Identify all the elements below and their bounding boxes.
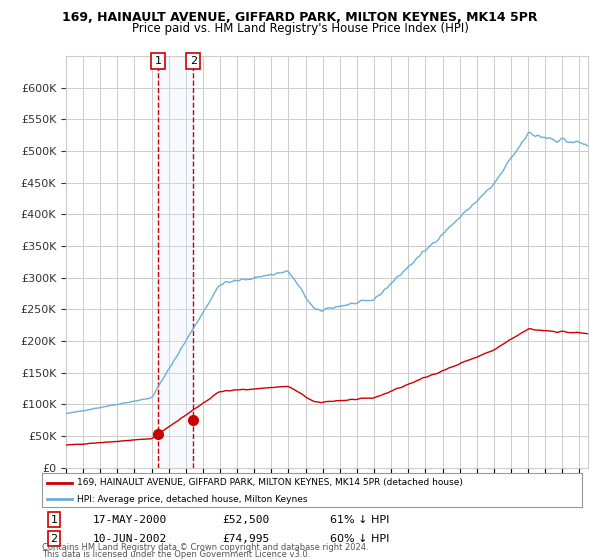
Text: 1: 1 — [50, 515, 58, 525]
Text: 60% ↓ HPI: 60% ↓ HPI — [330, 534, 389, 544]
Bar — [158, 56, 193, 468]
Text: 2: 2 — [50, 534, 58, 544]
Text: 169, HAINAULT AVENUE, GIFFARD PARK, MILTON KEYNES, MK14 5PR (detached house): 169, HAINAULT AVENUE, GIFFARD PARK, MILT… — [77, 478, 463, 487]
Text: 2: 2 — [190, 56, 197, 66]
Text: Contains HM Land Registry data © Crown copyright and database right 2024.: Contains HM Land Registry data © Crown c… — [42, 543, 368, 552]
Text: £52,500: £52,500 — [222, 515, 269, 525]
Text: 1: 1 — [155, 56, 161, 66]
Text: £74,995: £74,995 — [222, 534, 269, 544]
Text: 61% ↓ HPI: 61% ↓ HPI — [330, 515, 389, 525]
Text: HPI: Average price, detached house, Milton Keynes: HPI: Average price, detached house, Milt… — [77, 495, 308, 504]
Text: This data is licensed under the Open Government Licence v3.0.: This data is licensed under the Open Gov… — [42, 550, 310, 559]
Text: 17-MAY-2000: 17-MAY-2000 — [93, 515, 167, 525]
Text: 10-JUN-2002: 10-JUN-2002 — [93, 534, 167, 544]
Text: 169, HAINAULT AVENUE, GIFFARD PARK, MILTON KEYNES, MK14 5PR: 169, HAINAULT AVENUE, GIFFARD PARK, MILT… — [62, 11, 538, 24]
Text: Price paid vs. HM Land Registry's House Price Index (HPI): Price paid vs. HM Land Registry's House … — [131, 22, 469, 35]
